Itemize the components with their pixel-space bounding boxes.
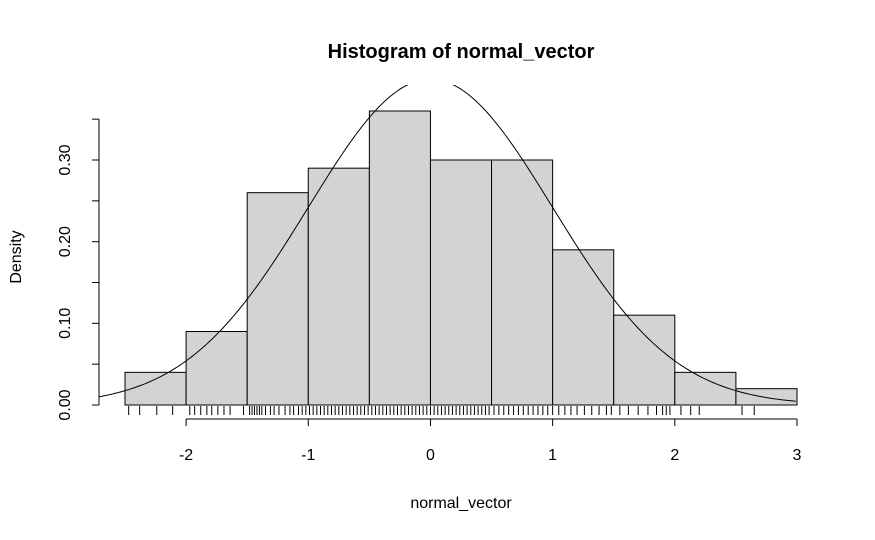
y-tick-label: 0.10 [57,308,74,339]
y-axis-label: Density [8,230,25,283]
x-axis-label: normal_vector [410,495,512,512]
x-tick-label: -2 [179,447,193,464]
x-tick-label: 1 [548,447,557,464]
histogram-bars [124,110,798,406]
histogram-bar [735,388,798,406]
rug-marks [128,406,755,415]
x-tick-label: 3 [793,447,802,464]
histogram-bar [368,110,431,406]
histogram-bar [307,167,370,406]
x-tick-label: 2 [670,447,679,464]
histogram-bar [185,331,248,406]
density-curve [99,85,796,402]
histogram-bar [246,192,309,406]
y-tick-label: 0.30 [57,144,74,175]
histogram-bar [552,249,615,406]
y-tick-label: 0.00 [57,389,74,420]
x-axis: -2 -1 0 1 2 3 [179,418,802,464]
y-axis: 0.00 0.10 0.20 0.30 [57,118,100,421]
histogram-bar [124,371,187,406]
chart-title: Histogram of normal_vector [328,41,595,63]
histogram-bar [613,314,676,406]
histogram-bar [491,159,554,406]
histogram-bar [429,159,493,406]
histogram-bar [674,371,737,406]
x-tick-label: -1 [301,447,315,464]
y-tick-label: 0.20 [57,226,74,257]
x-tick-label: 0 [426,447,435,464]
